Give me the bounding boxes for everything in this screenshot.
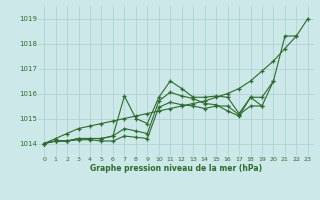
X-axis label: Graphe pression niveau de la mer (hPa): Graphe pression niveau de la mer (hPa) (90, 164, 262, 173)
